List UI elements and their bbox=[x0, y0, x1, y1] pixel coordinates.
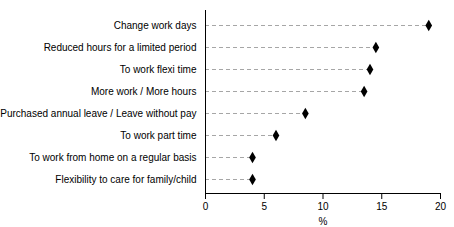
svg-text:To work part time: To work part time bbox=[120, 130, 197, 141]
svg-text:20: 20 bbox=[435, 201, 447, 212]
svg-text:More work / More hours: More work / More hours bbox=[91, 86, 197, 97]
svg-text:0: 0 bbox=[203, 201, 209, 212]
svg-text:Reduced hours for a limited pe: Reduced hours for a limited period bbox=[44, 42, 197, 53]
svg-text:To work flexi time: To work flexi time bbox=[120, 64, 197, 75]
svg-text:5: 5 bbox=[261, 201, 267, 212]
svg-text:15: 15 bbox=[376, 201, 388, 212]
svg-text:10: 10 bbox=[317, 201, 329, 212]
svg-text:To work from home on a regular: To work from home on a regular basis bbox=[29, 152, 196, 163]
svg-text:%: % bbox=[319, 216, 328, 227]
svg-text:Change work days: Change work days bbox=[114, 20, 197, 31]
svg-text:Purchased annual leave / Leave: Purchased annual leave / Leave without p… bbox=[0, 108, 196, 119]
svg-text:Flexibility to care for family: Flexibility to care for family/child bbox=[55, 174, 196, 185]
